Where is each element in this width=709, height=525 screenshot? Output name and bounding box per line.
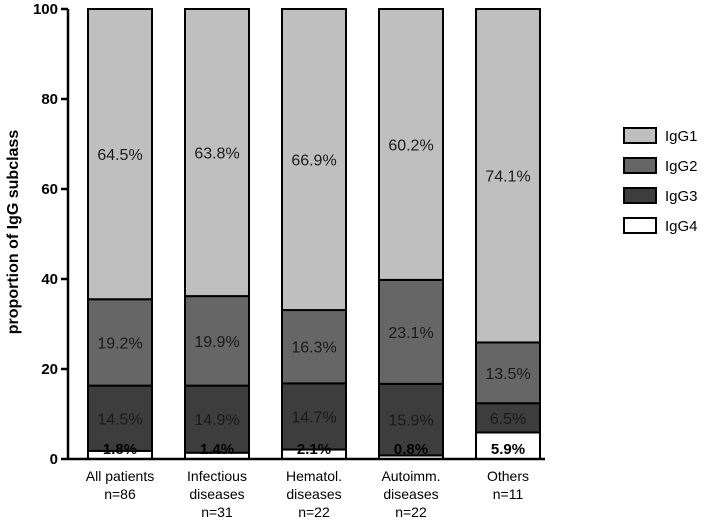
bar-segment-igg4 <box>475 431 541 461</box>
data-label-igg1: 66.9% <box>291 153 336 170</box>
x-axis: All patients n=86 Infectious diseases n=31 He… <box>68 457 545 520</box>
y-tick-label: 40 <box>41 271 58 288</box>
data-label-igg3: 14.9% <box>194 412 239 429</box>
data-label-igg4: 1.8% <box>103 441 137 458</box>
data-label-igg4: 0.8% <box>394 441 428 458</box>
legend-item-igg4: IgG4 <box>623 217 698 235</box>
bar-segment-igg3 <box>184 384 250 454</box>
legend-item-igg3: IgG3 <box>623 187 698 205</box>
data-label-igg4: 5.9% <box>491 441 525 458</box>
y-tick-label: 80 <box>41 91 58 108</box>
legend-swatch <box>623 187 657 204</box>
data-label-igg3: 14.7% <box>291 409 336 426</box>
category-label: Infectious diseases n=31 <box>187 468 247 520</box>
data-label-igg2: 23.1% <box>388 325 433 342</box>
bar-segment-igg3 <box>281 382 347 451</box>
legend-label: IgG4 <box>665 218 698 235</box>
data-label-igg4: 2.1% <box>297 441 331 458</box>
legend-label: IgG3 <box>665 188 698 205</box>
bar-segment-igg1 <box>87 8 153 301</box>
legend-label: IgG2 <box>665 158 698 175</box>
category-label: Others n=11 <box>487 468 529 502</box>
bar-segment-igg3 <box>378 382 444 457</box>
legend: IgG1 IgG2 IgG3 IgG4 <box>623 127 698 235</box>
category-label: All patients n=86 <box>86 468 154 502</box>
bar-segment-igg1 <box>184 8 250 298</box>
bar-group: 5.9% 6.5% 13.5% 74.1% <box>475 8 541 461</box>
bar-segment-igg2 <box>378 278 444 385</box>
data-label-igg3: 15.9% <box>388 413 433 430</box>
bar-segment-igg1 <box>378 8 444 281</box>
data-label-igg1: 74.1% <box>485 169 530 186</box>
bar-group: 1.4% 14.9% 19.9% 63.8% <box>184 8 250 461</box>
data-label-igg2: 16.3% <box>291 340 336 357</box>
legend-item-igg2: IgG2 <box>623 157 698 175</box>
data-label-igg3: 14.5% <box>97 411 142 428</box>
data-label-igg1: 60.2% <box>388 137 433 154</box>
bars: 1.8% 14.5% 19.2% 64.5% 1.4% 14.9% 19.9% 63.8% 2.… <box>87 8 541 461</box>
legend-swatch <box>623 157 657 174</box>
data-label-igg4: 1.4% <box>200 441 234 458</box>
bar-segment-igg3 <box>475 402 541 434</box>
y-tick-label: 0 <box>50 451 58 468</box>
bar-segment-igg2 <box>281 309 347 385</box>
bar-group: 2.1% 14.7% 16.3% 66.9% <box>281 8 347 460</box>
bar-segment-igg1 <box>475 8 541 344</box>
y-axis-label: proportion of IgG subclass <box>5 130 22 335</box>
data-label-igg2: 13.5% <box>485 366 530 383</box>
data-label-igg1: 64.5% <box>97 147 142 164</box>
y-tick-label: 60 <box>41 181 58 198</box>
bar-segment-igg2 <box>184 295 250 387</box>
legend-label: IgG1 <box>665 128 698 145</box>
category-label: Autoimm. diseases n=22 <box>381 468 440 520</box>
bar-group: 0.8% 15.9% 23.1% 60.2% <box>378 8 444 460</box>
bar-segment-igg2 <box>475 341 541 405</box>
y-axis: 0 20 40 60 80 100 <box>33 1 70 468</box>
data-label-igg2: 19.2% <box>97 335 142 352</box>
bar-segment-igg1 <box>281 8 347 312</box>
legend-swatch <box>623 127 657 144</box>
data-label-igg2: 19.9% <box>194 334 239 351</box>
bar-segment-igg2 <box>87 298 153 387</box>
legend-swatch <box>623 217 657 234</box>
category-label: Hematol. diseases n=22 <box>286 468 342 520</box>
y-tick-label: 20 <box>41 361 58 378</box>
y-tick-label: 100 <box>33 1 58 18</box>
bar-group: 1.8% 14.5% 19.2% 64.5% <box>87 8 153 460</box>
legend-item-igg1: IgG1 <box>623 127 698 145</box>
data-label-igg1: 63.8% <box>194 146 239 163</box>
data-label-igg3: 6.5% <box>490 411 526 428</box>
